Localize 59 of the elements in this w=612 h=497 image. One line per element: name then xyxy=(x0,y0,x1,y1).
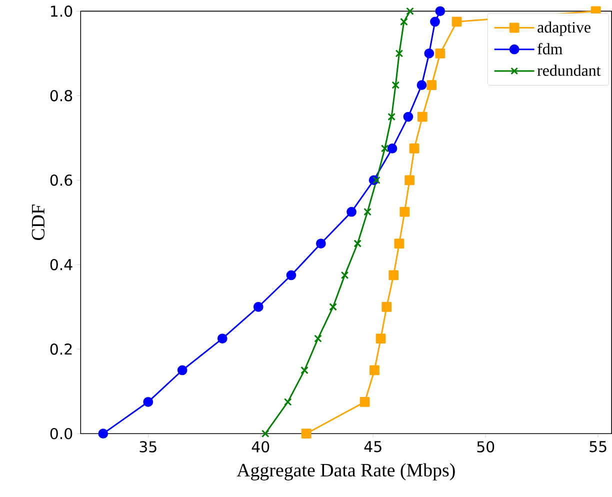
point xyxy=(284,398,292,406)
point xyxy=(388,270,399,280)
point xyxy=(392,81,400,90)
y-tick-label: 0.2 xyxy=(50,344,72,355)
point xyxy=(452,17,462,27)
point xyxy=(380,144,389,153)
x-tick-label: 55 xyxy=(590,441,606,452)
x-tick-label: 40 xyxy=(252,441,270,453)
point xyxy=(177,366,188,376)
y-axis-title: CDF xyxy=(32,204,45,240)
x-axis-title: Aggregate Data Rate (Mbps) xyxy=(236,463,455,481)
point xyxy=(314,334,322,343)
point xyxy=(346,207,356,217)
x-tick-label: 35 xyxy=(140,441,156,453)
point xyxy=(430,17,440,27)
point xyxy=(424,48,434,59)
point xyxy=(406,7,414,16)
point xyxy=(253,302,264,312)
point xyxy=(98,428,108,439)
point xyxy=(388,113,396,121)
y-tick-label: 0.8 xyxy=(50,90,72,102)
y-tick-label: 0.4 xyxy=(50,259,72,271)
point xyxy=(404,175,415,186)
point xyxy=(435,48,446,59)
point xyxy=(340,271,349,280)
point xyxy=(400,207,410,217)
x-tick-label: 45 xyxy=(364,441,382,452)
point xyxy=(316,238,326,249)
point xyxy=(354,240,362,248)
point xyxy=(360,397,370,408)
legend-label: fdm xyxy=(538,43,562,55)
point xyxy=(394,238,404,249)
point xyxy=(426,80,437,90)
point xyxy=(416,80,427,90)
point xyxy=(370,366,380,376)
point xyxy=(400,18,408,26)
legend-label: adaptive xyxy=(538,22,590,36)
point xyxy=(261,430,270,438)
point xyxy=(329,303,338,312)
point xyxy=(435,6,446,16)
point xyxy=(372,176,380,184)
point xyxy=(300,366,308,374)
point xyxy=(403,112,414,122)
point xyxy=(417,112,428,122)
point xyxy=(364,208,372,216)
point xyxy=(143,397,154,408)
x-tick-label: 50 xyxy=(477,441,494,453)
point xyxy=(301,428,312,439)
legend-label: redundant xyxy=(537,64,601,76)
point xyxy=(382,302,392,312)
point xyxy=(409,144,420,154)
y-tick-label: 1.0 xyxy=(51,6,72,18)
point xyxy=(286,270,296,280)
point xyxy=(376,334,386,344)
point xyxy=(217,334,228,344)
y-tick-label: 0.6 xyxy=(50,174,72,186)
y-tick-label: 0.0 xyxy=(50,428,72,440)
point xyxy=(395,50,404,58)
point xyxy=(387,144,398,154)
